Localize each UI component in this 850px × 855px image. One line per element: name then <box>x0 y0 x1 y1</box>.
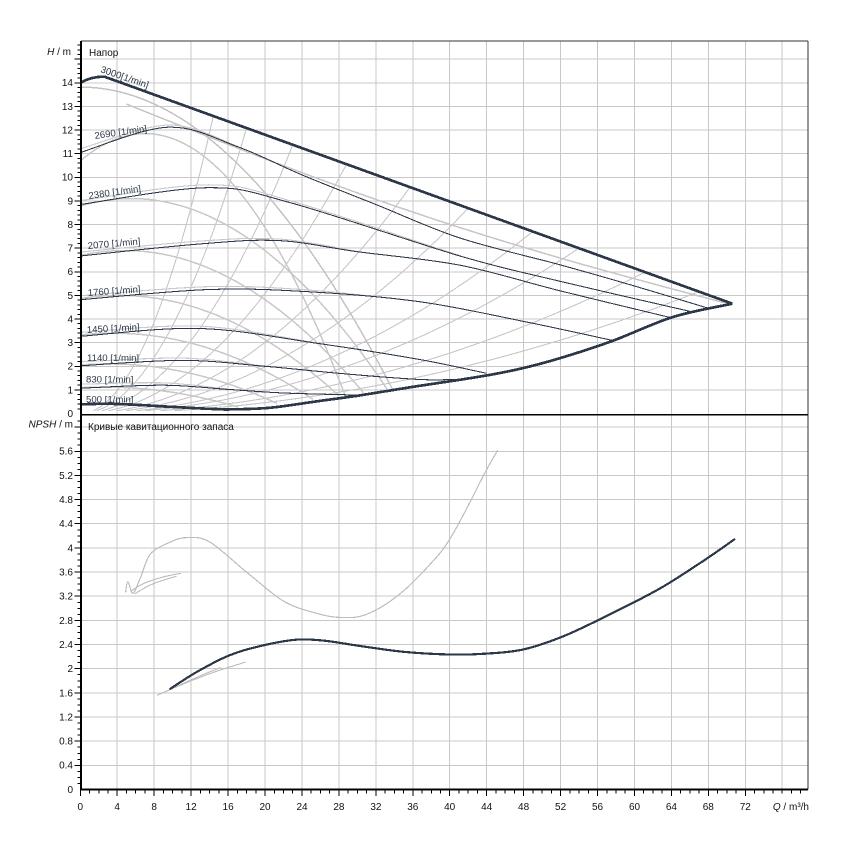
svg-text:24: 24 <box>296 802 308 813</box>
svg-text:11: 11 <box>63 149 74 160</box>
svg-text:60: 60 <box>629 802 641 813</box>
svg-text:1450 [1/min]: 1450 [1/min] <box>87 322 140 336</box>
svg-text:1140 [1/min]: 1140 [1/min] <box>87 353 139 364</box>
svg-text:3: 3 <box>67 338 73 349</box>
svg-text:52: 52 <box>555 802 567 813</box>
svg-text:0: 0 <box>67 785 73 796</box>
svg-text:5: 5 <box>67 291 73 302</box>
svg-text:8: 8 <box>151 802 157 813</box>
svg-text:0.8: 0.8 <box>59 737 73 748</box>
svg-text:56: 56 <box>592 802 604 813</box>
svg-text:2.4: 2.4 <box>59 640 73 651</box>
svg-text:5.2: 5.2 <box>59 471 73 482</box>
svg-text:2070 [1/min]: 2070 [1/min] <box>87 236 141 252</box>
svg-text:6: 6 <box>67 267 73 278</box>
svg-text:0: 0 <box>78 802 84 813</box>
svg-text:2: 2 <box>67 362 73 373</box>
svg-text:68: 68 <box>703 802 715 813</box>
svg-text:4: 4 <box>67 543 73 554</box>
svg-text:28: 28 <box>333 802 345 813</box>
svg-text:4.4: 4.4 <box>59 519 73 530</box>
svg-text:4: 4 <box>114 802 120 813</box>
svg-text:1.6: 1.6 <box>59 688 73 699</box>
svg-text:830 [1/min]: 830 [1/min] <box>86 375 133 386</box>
svg-text:36: 36 <box>407 802 419 813</box>
svg-text:12: 12 <box>186 802 198 813</box>
svg-text:10: 10 <box>62 173 74 184</box>
svg-text:14: 14 <box>62 78 74 89</box>
svg-text:5.6: 5.6 <box>59 447 73 458</box>
svg-text:0: 0 <box>67 409 73 420</box>
svg-text:500 [1/min]: 500 [1/min] <box>86 395 133 406</box>
svg-text:4.8: 4.8 <box>59 495 73 506</box>
svg-text:20: 20 <box>259 802 271 813</box>
svg-text:64: 64 <box>666 802 678 813</box>
svg-text:2: 2 <box>67 664 73 675</box>
svg-text:72: 72 <box>740 802 752 813</box>
svg-text:13: 13 <box>62 102 74 113</box>
svg-text:NPSH / m: NPSH / m <box>29 420 73 431</box>
svg-text:32: 32 <box>370 802 382 813</box>
svg-text:4: 4 <box>67 314 73 325</box>
svg-text:2.8: 2.8 <box>59 616 73 627</box>
svg-text:0.4: 0.4 <box>59 761 73 772</box>
svg-text:48: 48 <box>518 802 530 813</box>
svg-text:3.2: 3.2 <box>59 592 73 603</box>
svg-text:44: 44 <box>481 802 493 813</box>
svg-text:9: 9 <box>67 196 73 207</box>
svg-text:7: 7 <box>67 244 73 255</box>
svg-text:40: 40 <box>444 802 456 813</box>
svg-text:Кривые кавитационного запаса: Кривые кавитационного запаса <box>88 422 234 433</box>
svg-text:Напор: Напор <box>89 48 119 59</box>
svg-text:Q / m³/h: Q / m³/h <box>773 802 809 813</box>
svg-text:3.6: 3.6 <box>59 568 73 579</box>
svg-text:12: 12 <box>62 126 74 137</box>
svg-text:1.2: 1.2 <box>59 712 73 723</box>
svg-text:16: 16 <box>223 802 235 813</box>
svg-text:1: 1 <box>67 385 73 396</box>
svg-text:1760 [1/min]: 1760 [1/min] <box>87 284 140 299</box>
svg-text:8: 8 <box>67 220 73 231</box>
svg-text:H / m: H / m <box>47 47 71 58</box>
